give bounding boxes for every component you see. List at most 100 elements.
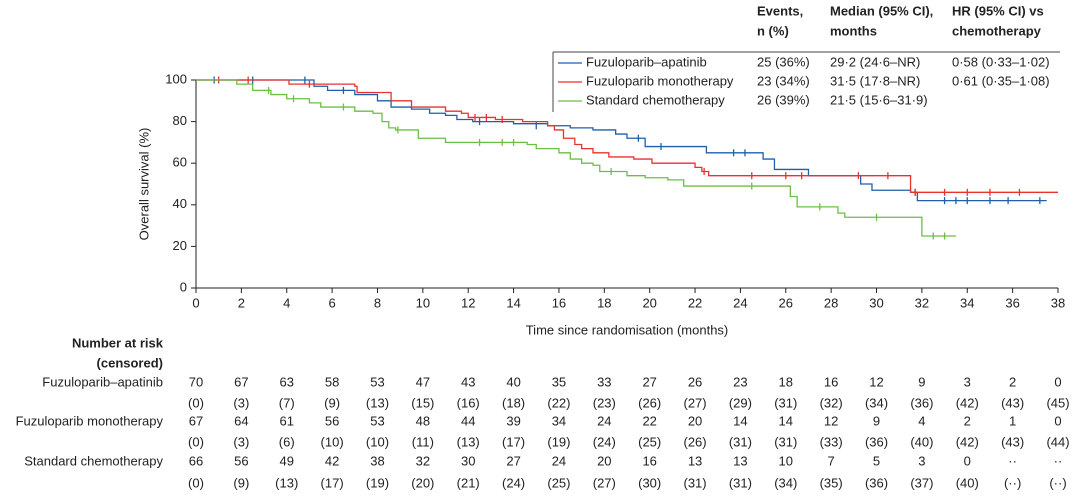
censored-count: (··) (1049, 475, 1066, 490)
censored-count: (19) (547, 434, 570, 449)
censored-count: (45) (1046, 395, 1069, 410)
y-tick-label: 40 (173, 196, 187, 211)
legend-cell: 23 (34%) (757, 73, 810, 88)
x-tick-label: 6 (328, 295, 335, 310)
legend-cell: 29·2 (24·6–NR) (830, 54, 920, 69)
risk-row-label: Fuzuloparib monotherapy (16, 413, 164, 428)
censored-count: (37) (910, 475, 933, 490)
x-tick-label: 28 (824, 295, 838, 310)
risk-count: 14 (779, 413, 793, 428)
censored-count: (17) (321, 475, 344, 490)
censored-count: (13) (457, 434, 480, 449)
censored-count: (25) (547, 475, 570, 490)
risk-count: 24 (597, 413, 611, 428)
risk-count: ·· (1008, 453, 1017, 468)
censored-count: (40) (910, 434, 933, 449)
x-tick-label: 12 (461, 295, 475, 310)
legend-header: months (830, 23, 877, 38)
risk-count: 67 (189, 413, 203, 428)
risk-count: 35 (552, 374, 566, 389)
risk-count: 30 (461, 453, 475, 468)
censored-count: (27) (683, 395, 706, 410)
risk-count: 16 (824, 374, 838, 389)
risk-table-title: Number at risk (72, 335, 164, 350)
censored-count: (34) (865, 395, 888, 410)
risk-count: 24 (552, 453, 566, 468)
risk-count: 16 (642, 453, 656, 468)
legend-header: n (%) (757, 23, 789, 38)
x-tick-label: 14 (506, 295, 520, 310)
censored-count: (3) (233, 395, 249, 410)
censored-count: (18) (502, 395, 525, 410)
survival-curve (196, 79, 956, 237)
censored-count: (27) (593, 475, 616, 490)
risk-count: 33 (597, 374, 611, 389)
censored-count: (··) (1004, 475, 1021, 490)
censored-count: (36) (865, 475, 888, 490)
risk-row-label: Fuzuloparib–apatinib (42, 374, 163, 389)
censored-count: (31) (729, 475, 752, 490)
risk-count: 40 (506, 374, 520, 389)
x-tick-label: 16 (552, 295, 566, 310)
risk-table-title: (censored) (97, 355, 163, 370)
y-tick-label: 0 (180, 279, 187, 294)
risk-count: 26 (688, 374, 702, 389)
survival-curve (196, 79, 1058, 193)
censored-count: (24) (593, 434, 616, 449)
censored-count: (44) (1046, 434, 1069, 449)
risk-count: 34 (552, 413, 566, 428)
censored-count: (3) (233, 434, 249, 449)
risk-count: 9 (873, 413, 880, 428)
censored-count: (24) (502, 475, 525, 490)
risk-count: 47 (416, 374, 430, 389)
risk-count: 20 (597, 453, 611, 468)
censored-count: (43) (1001, 434, 1024, 449)
risk-count: 14 (733, 413, 747, 428)
censored-count: (25) (638, 434, 661, 449)
x-axis-label: Time since randomisation (months) (526, 322, 729, 337)
legend-header: Events, (757, 3, 803, 18)
risk-count: 53 (370, 413, 384, 428)
x-tick-label: 10 (416, 295, 430, 310)
risk-count: ·· (1054, 453, 1063, 468)
risk-count: 7 (828, 453, 835, 468)
censored-count: (21) (457, 475, 480, 490)
x-tick-label: 26 (779, 295, 793, 310)
censored-count: (36) (865, 434, 888, 449)
censored-count: (22) (547, 395, 570, 410)
legend-cell: 0·58 (0·33–1·02) (952, 54, 1050, 69)
censored-count: (10) (321, 434, 344, 449)
risk-count: 27 (642, 374, 656, 389)
risk-count: 53 (370, 374, 384, 389)
censored-count: (0) (188, 475, 204, 490)
x-tick-label: 2 (238, 295, 245, 310)
censored-count: (29) (729, 395, 752, 410)
risk-count: 48 (416, 413, 430, 428)
censored-count: (31) (729, 434, 752, 449)
censored-count: (42) (956, 434, 979, 449)
risk-count: 1 (1009, 413, 1016, 428)
risk-count: 58 (325, 374, 339, 389)
legend-label: Fuzuloparib–apatinib (586, 54, 707, 69)
legend-label: Fuzuloparib monotherapy (586, 73, 734, 88)
censored-count: (35) (820, 475, 843, 490)
risk-count: 61 (280, 413, 294, 428)
legend-header: HR (95% CI) vs (952, 3, 1044, 18)
censored-count: (13) (366, 395, 389, 410)
censored-count: (26) (683, 434, 706, 449)
censored-count: (9) (324, 395, 340, 410)
risk-count: 2 (964, 413, 971, 428)
risk-count: 49 (280, 453, 294, 468)
legend-cell: 26 (39%) (757, 92, 810, 107)
censored-count: (16) (457, 395, 480, 410)
legend-header: Median (95% CI), (830, 3, 933, 18)
risk-count: 13 (733, 453, 747, 468)
risk-count: 38 (370, 453, 384, 468)
censored-count: (19) (366, 475, 389, 490)
risk-count: 3 (918, 453, 925, 468)
censored-count: (34) (774, 475, 797, 490)
x-tick-label: 30 (869, 295, 883, 310)
censored-count: (23) (593, 395, 616, 410)
